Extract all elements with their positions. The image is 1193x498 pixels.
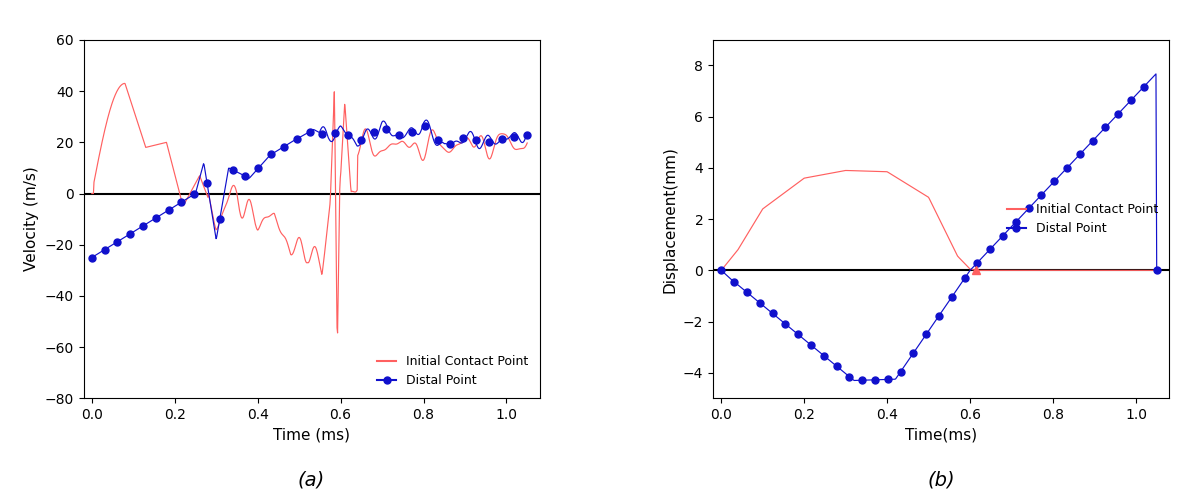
X-axis label: Time(ms): Time(ms) bbox=[905, 428, 977, 443]
Text: (a): (a) bbox=[298, 470, 326, 489]
Legend: Initial Contact Point, Distal Point: Initial Contact Point, Distal Point bbox=[1002, 198, 1163, 240]
X-axis label: Time (ms): Time (ms) bbox=[273, 428, 350, 443]
Y-axis label: Velocity (m/s): Velocity (m/s) bbox=[24, 167, 39, 271]
Y-axis label: Displacement(mm): Displacement(mm) bbox=[662, 146, 678, 292]
Legend: Initial Contact Point, Distal Point: Initial Contact Point, Distal Point bbox=[372, 350, 533, 392]
Text: (b): (b) bbox=[927, 470, 954, 489]
